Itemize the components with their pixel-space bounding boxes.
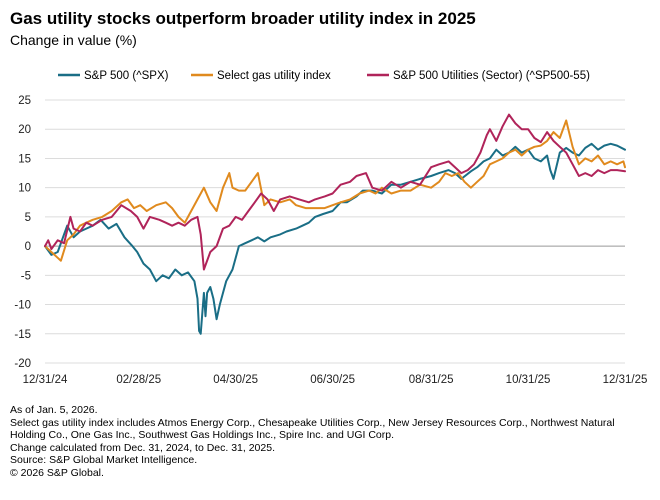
x-tick-label: 12/31/25 <box>603 374 648 386</box>
x-tick-label: 04/30/25 <box>213 374 258 386</box>
line-chart: S&P 500 (^SPX) Select gas utility index S&… <box>14 70 648 386</box>
y-axis-ticks: -20 -15 -10 -5 0 5 10 15 20 25 <box>14 95 31 370</box>
x-axis-ticks: 12/31/24 02/28/25 04/30/25 06/30/25 08/31/25… <box>23 374 648 386</box>
note-source: Source: S&P Global Market Intelligence. <box>10 454 198 466</box>
x-tick-label: 12/31/24 <box>23 374 68 386</box>
series-line-0 <box>44 142 626 335</box>
legend-label: Select gas utility index <box>217 70 331 82</box>
note-date: As of Jan. 5, 2026. <box>10 404 98 416</box>
chart-legend: S&P 500 (^SPX) Select gas utility index S&… <box>58 70 590 82</box>
grid-lines <box>45 99 625 364</box>
y-tick-label: 20 <box>18 124 31 136</box>
x-tick-label: 02/28/25 <box>116 374 161 386</box>
y-tick-label: 25 <box>18 95 31 107</box>
y-tick-label: 10 <box>18 183 31 195</box>
series-line-1 <box>44 119 626 262</box>
x-tick-label: 10/31/25 <box>506 374 551 386</box>
y-tick-label: -15 <box>14 329 31 341</box>
series-line-2 <box>44 113 626 271</box>
y-tick-label: -20 <box>14 358 31 370</box>
legend-label: S&P 500 (^SPX) <box>84 70 169 82</box>
x-tick-label: 06/30/25 <box>310 374 355 386</box>
y-tick-label: 0 <box>25 241 31 253</box>
y-tick-label: 15 <box>18 153 31 165</box>
note-copyright: © 2026 S&P Global. <box>10 466 104 479</box>
chart-title: Gas utility stocks outperform broader ut… <box>10 9 476 28</box>
note-index-members: Select gas utility index includes Atmos … <box>10 416 615 442</box>
x-tick-label: 08/31/25 <box>409 374 454 386</box>
chart-subtitle: Change in value (%) <box>10 32 137 48</box>
legend-label: S&P 500 Utilities (Sector) (^SP500-55) <box>393 70 590 82</box>
y-tick-label: 5 <box>25 212 31 224</box>
chart-notes: As of Jan. 5, 2026. Select gas utility i… <box>10 404 650 479</box>
series-lines <box>44 113 626 335</box>
note-calculation: Change calculated from Dec. 31, 2024, to… <box>10 441 275 454</box>
y-tick-label: -10 <box>14 300 31 312</box>
y-tick-label: -5 <box>21 270 31 282</box>
